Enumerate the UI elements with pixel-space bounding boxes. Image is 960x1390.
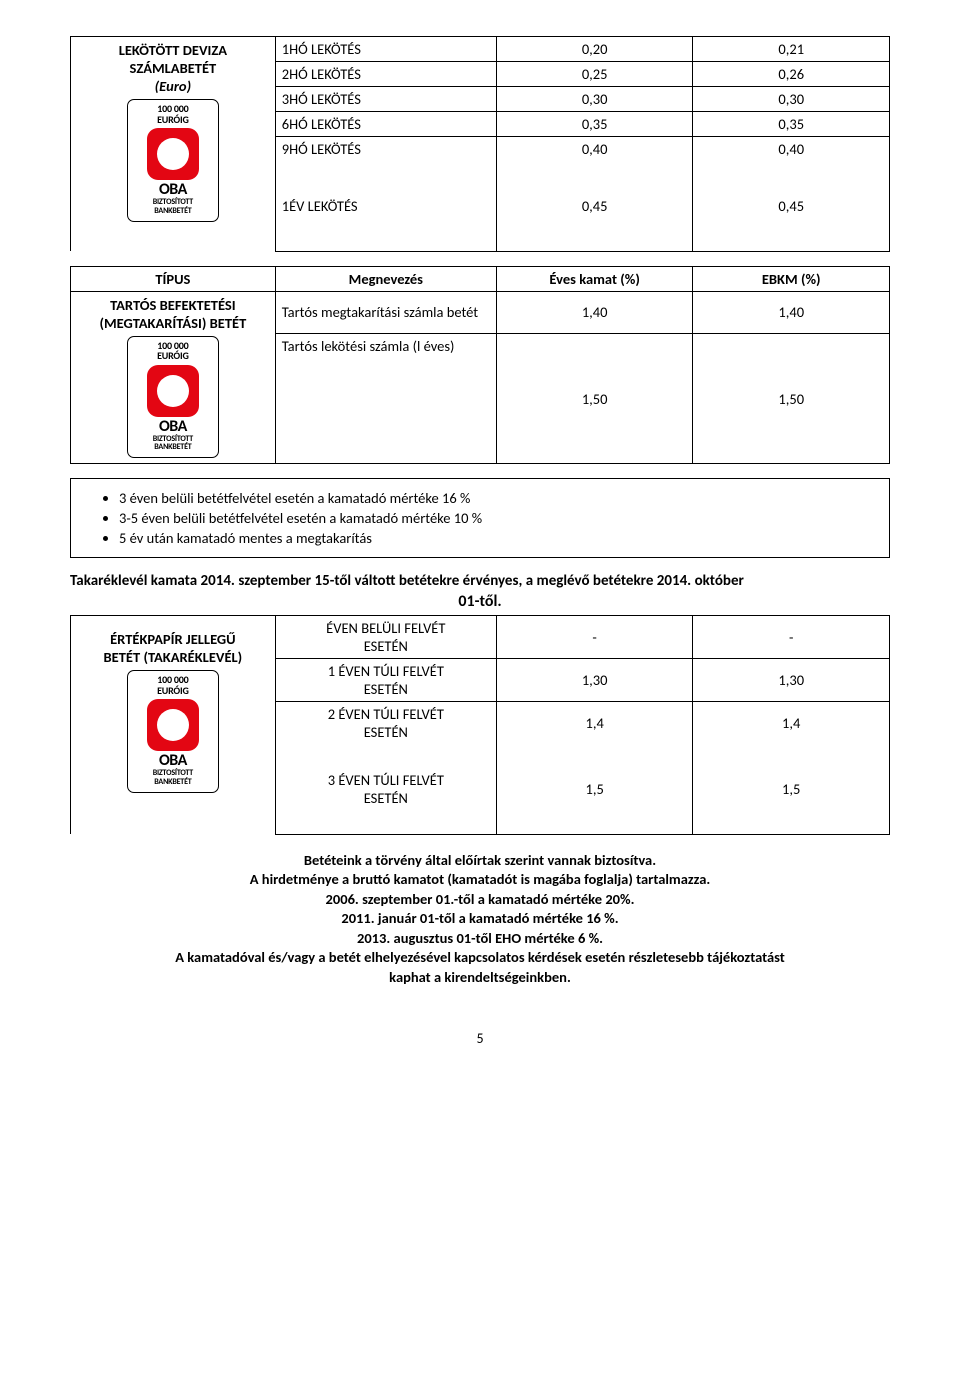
cell: 1,4 bbox=[782, 714, 800, 732]
cell: 6HÓ LEKÖTÉS bbox=[282, 115, 361, 133]
cell: 1,4 bbox=[585, 714, 603, 732]
t3-label-1: ÉRTÉKPAPÍR JELLEGŰ bbox=[110, 630, 236, 648]
cell: 1,40 bbox=[778, 303, 804, 321]
cell: 2 ÉVEN TÚLI FELVÉT bbox=[328, 705, 444, 723]
oba-euroig: EURÓIG bbox=[157, 684, 189, 697]
section3-sub-text: 01-től. bbox=[458, 592, 501, 611]
cell: 0,35 bbox=[582, 115, 608, 133]
page-number: 5 bbox=[70, 1030, 890, 1047]
table-deviza: LEKÖTÖTT DEVIZA SZÁMLABETÉT (Euro) 100 0… bbox=[70, 36, 890, 252]
t1-title-3: (Euro) bbox=[155, 77, 191, 95]
oba-icon bbox=[147, 699, 199, 751]
cell: ESETÉN bbox=[364, 637, 408, 655]
cell: - bbox=[789, 628, 793, 646]
footer-line: A kamatadóval és/vagy a betét elhelyezés… bbox=[175, 948, 785, 966]
cell: 3HÓ LEKÖTÉS bbox=[282, 90, 361, 108]
table-row: TARTÓS BEFEKTETÉSI (MEGTAKARÍTÁSI) BETÉT… bbox=[71, 291, 890, 334]
oba-sub2: BANKBETÉT bbox=[154, 442, 191, 452]
list-item: 3-5 éven belüli betétfelvétel esetén a k… bbox=[119, 509, 875, 527]
list-item: 5 év után kamatadó mentes a megtakarítás bbox=[119, 529, 875, 547]
col: Megnevezés bbox=[349, 270, 423, 288]
table-row: ÉRTÉKPAPÍR JELLEGŰ BETÉT (TAKARÉKLEVÉL) … bbox=[71, 616, 890, 659]
cell: 0,45 bbox=[582, 197, 608, 215]
oba-euroig: EURÓIG bbox=[157, 113, 189, 126]
bullet-text: 3 éven belüli betétfelvétel esetén a kam… bbox=[119, 489, 470, 507]
cell: ESETÉN bbox=[364, 680, 408, 698]
col: EBKM (%) bbox=[762, 270, 821, 288]
table-tartos: TÍPUS Megnevezés Éves kamat (%) EBKM (%)… bbox=[70, 266, 890, 465]
bullet-text: 3-5 éven belüli betétfelvétel esetén a k… bbox=[119, 509, 482, 527]
oba-euroig: EURÓIG bbox=[157, 349, 189, 362]
col: TÍPUS bbox=[155, 270, 190, 288]
cell: 1,5 bbox=[782, 780, 800, 798]
t3-label-2: BETÉT (TAKARÉKLEVÉL) bbox=[104, 648, 243, 666]
list-item: 3 éven belüli betétfelvétel esetén a kam… bbox=[119, 489, 875, 507]
footer-line: kaphat a kirendeltségeinkben. bbox=[389, 968, 571, 986]
cell: 0,35 bbox=[778, 115, 804, 133]
cell: ÉVEN BELÜLI FELVÉT bbox=[326, 619, 445, 637]
cell: 0,30 bbox=[778, 90, 804, 108]
footer-line: 2013. augusztus 01-től EHO mértéke 6 %. bbox=[357, 929, 603, 947]
footer-block: Betéteink a törvény által előírtak szeri… bbox=[70, 851, 890, 988]
cell: 1 ÉVEN TÚLI FELVÉT bbox=[328, 662, 444, 680]
cell: 0,40 bbox=[582, 140, 608, 158]
oba-icon bbox=[147, 365, 199, 417]
cell: ESETÉN bbox=[364, 789, 408, 807]
table-takareklevel: ÉRTÉKPAPÍR JELLEGŰ BETÉT (TAKARÉKLEVÉL) … bbox=[70, 615, 890, 835]
footer-line: A hirdetménye a bruttó kamatot (kamatadó… bbox=[250, 870, 711, 888]
t1-title-2: SZÁMLABETÉT bbox=[130, 59, 217, 77]
cell: 1,40 bbox=[582, 303, 608, 321]
page-number-text: 5 bbox=[476, 1030, 483, 1047]
oba-badge: 100 000 EURÓIG OBA BIZTOSÍTOTT BANKBETÉT bbox=[127, 99, 219, 222]
table-row: LEKÖTÖTT DEVIZA SZÁMLABETÉT (Euro) 100 0… bbox=[71, 37, 890, 62]
cell: Tartós lekötési számla (l éves) bbox=[282, 337, 455, 355]
cell: ESETÉN bbox=[364, 723, 408, 741]
cell: Tartós megtakarítási számla betét bbox=[282, 303, 478, 321]
cell: 1HÓ LEKÖTÉS bbox=[282, 40, 361, 58]
table-bullets: 3 éven belüli betétfelvétel esetén a kam… bbox=[70, 478, 890, 558]
page: LEKÖTÖTT DEVIZA SZÁMLABETÉT (Euro) 100 0… bbox=[0, 0, 960, 1390]
section3-title: Takaréklevél kamata 2014. szeptember 15-… bbox=[70, 572, 890, 590]
oba-icon bbox=[147, 128, 199, 180]
cell: 1,30 bbox=[778, 671, 804, 689]
section3-title-text: Takaréklevél kamata 2014. szeptember 15-… bbox=[70, 572, 744, 590]
t1-title-1: LEKÖTÖTT DEVIZA bbox=[119, 41, 227, 59]
cell: 0,45 bbox=[778, 197, 804, 215]
table-row: 3 éven belüli betétfelvétel esetén a kam… bbox=[71, 479, 890, 558]
cell: 0,30 bbox=[582, 90, 608, 108]
oba-badge: 100 000 EURÓIG OBA BIZTOSÍTOTT BANKBETÉT bbox=[127, 670, 219, 793]
bullet-list: 3 éven belüli betétfelvétel esetén a kam… bbox=[101, 489, 875, 547]
table-header: TÍPUS Megnevezés Éves kamat (%) EBKM (%) bbox=[71, 266, 890, 291]
section3-sub: 01-től. bbox=[70, 592, 890, 611]
cell: 1,30 bbox=[582, 671, 608, 689]
cell: 1ÉV LEKÖTÉS bbox=[282, 197, 358, 215]
footer-line: 2011. január 01-től a kamatadó mértéke 1… bbox=[341, 909, 618, 927]
col: Éves kamat (%) bbox=[549, 270, 639, 288]
footer-line: 2006. szeptember 01.-től a kamatadó mért… bbox=[326, 890, 635, 908]
bullet-text: 5 év után kamatadó mentes a megtakarítás bbox=[119, 529, 372, 547]
cell: 0,40 bbox=[778, 140, 804, 158]
t2-label-2: (MEGTAKARÍTÁSI) BETÉT bbox=[99, 314, 246, 332]
oba-sub2: BANKBETÉT bbox=[154, 206, 191, 216]
cell: 3 ÉVEN TÚLI FELVÉT bbox=[328, 771, 444, 789]
cell: 1,5 bbox=[585, 780, 603, 798]
t2-label-1: TARTÓS BEFEKTETÉSI bbox=[110, 296, 236, 314]
cell: 1,50 bbox=[778, 390, 804, 408]
oba-sub2: BANKBETÉT bbox=[154, 777, 191, 787]
cell: 0,26 bbox=[778, 65, 804, 83]
cell: 0,25 bbox=[582, 65, 608, 83]
oba-badge: 100 000 EURÓIG OBA BIZTOSÍTOTT BANKBETÉT bbox=[127, 336, 219, 459]
cell: 1,50 bbox=[582, 390, 608, 408]
footer-line: Betéteink a törvény által előírtak szeri… bbox=[304, 851, 656, 869]
cell: 2HÓ LEKÖTÉS bbox=[282, 65, 361, 83]
cell: - bbox=[592, 628, 596, 646]
cell: 9HÓ LEKÖTÉS bbox=[282, 140, 361, 158]
cell: 0,21 bbox=[778, 40, 804, 58]
cell: 0,20 bbox=[582, 40, 608, 58]
